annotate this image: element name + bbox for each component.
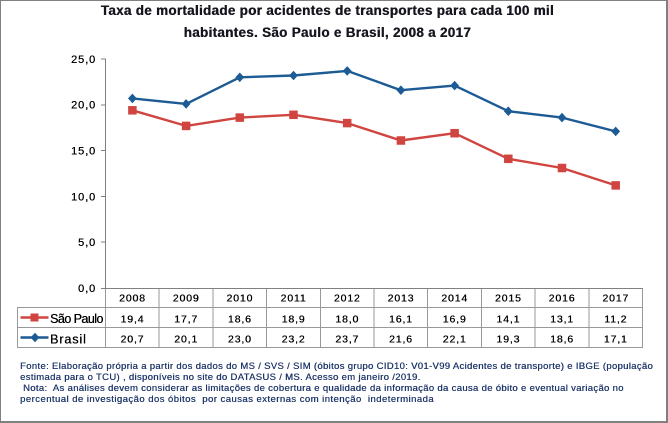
svg-text:11,2: 11,2 [604,313,627,325]
svg-text:2012: 2012 [334,293,361,305]
svg-text:22,1: 22,1 [443,333,467,345]
svg-text:2011: 2011 [281,293,307,305]
svg-text:20,0: 20,0 [71,100,96,112]
svg-text:16,1: 16,1 [389,313,413,325]
svg-text:2010: 2010 [226,293,253,305]
svg-text:17,7: 17,7 [174,313,198,325]
svg-text:20,7: 20,7 [120,333,144,345]
svg-text:18,9: 18,9 [282,313,306,325]
svg-text:5,0: 5,0 [78,237,96,249]
svg-text:10,0: 10,0 [71,191,96,203]
svg-text:20,1: 20,1 [174,333,198,345]
svg-text:23,0: 23,0 [228,333,252,345]
svg-text:18,6: 18,6 [550,333,574,345]
svg-text:Brasil: Brasil [50,332,87,346]
svg-text:14,1: 14,1 [496,313,520,325]
svg-text:19,3: 19,3 [496,333,520,345]
svg-text:0,0: 0,0 [78,283,96,295]
svg-text:16,9: 16,9 [443,313,467,325]
svg-text:19,4: 19,4 [120,313,144,325]
svg-text:25,0: 25,0 [71,54,96,66]
svg-text:23,2: 23,2 [282,333,306,345]
svg-text:2013: 2013 [388,293,415,305]
svg-text:2009: 2009 [173,293,200,305]
svg-text:2014: 2014 [441,293,468,305]
svg-text:São Paulo: São Paulo [50,312,103,326]
svg-text:18,6: 18,6 [228,313,252,325]
svg-text:2017: 2017 [602,293,629,305]
svg-text:15,0: 15,0 [71,146,96,158]
svg-text:21,6: 21,6 [389,333,413,345]
svg-text:23,7: 23,7 [335,333,359,345]
svg-text:18,0: 18,0 [335,313,359,325]
svg-text:13,1: 13,1 [550,313,574,325]
svg-text:2016: 2016 [549,293,576,305]
svg-text:2008: 2008 [119,293,146,305]
svg-text:2015: 2015 [495,293,522,305]
svg-text:17,1: 17,1 [604,333,628,345]
